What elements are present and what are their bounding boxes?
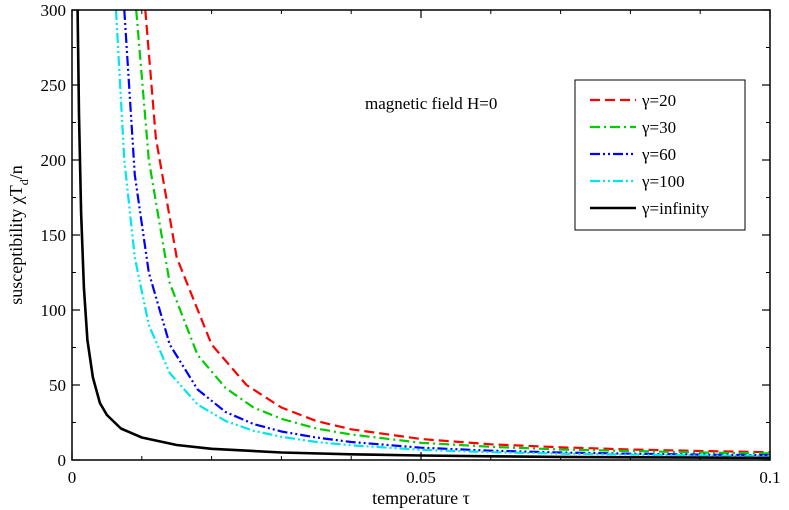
series-line: [76, 10, 770, 460]
x-tick-label: 0.1: [759, 468, 780, 487]
annotation-text: magnetic field H=0: [365, 94, 497, 113]
series-line: [144, 10, 770, 454]
x-tick-label: 0: [68, 468, 77, 487]
y-tick-label: 0: [58, 451, 67, 470]
y-tick-label: 100: [41, 301, 67, 320]
plot-frame: [71, 9, 771, 461]
y-tick-label: 200: [41, 151, 67, 170]
x-axis-label: temperature τ: [372, 488, 470, 508]
legend-label: γ=20: [641, 91, 676, 110]
y-axis-label-main: susceptibility χT: [6, 185, 26, 304]
series-line: [123, 10, 770, 457]
legend-label: γ=30: [641, 118, 676, 137]
series-layer: [76, 10, 770, 460]
y-axis-label-sub: d: [17, 179, 31, 185]
y-tick-label: 50: [49, 376, 66, 395]
y-tick-label: 250: [41, 76, 67, 95]
y-axis-label-tail: /n: [6, 165, 26, 179]
legend-label: γ=100: [641, 172, 685, 191]
series-line: [114, 10, 770, 457]
series-line: [135, 10, 770, 455]
legend: γ=20 γ=30 γ=60 γ=100 γ=infinity: [574, 79, 746, 231]
y-axis-label: susceptibility χTd/n: [6, 165, 31, 305]
y-tick-label: 150: [41, 226, 67, 245]
legend-label: γ=infinity: [641, 199, 710, 218]
y-tick-label: 300: [41, 1, 67, 20]
x-tick-label: 0.05: [406, 468, 436, 487]
legend-label: γ=60: [641, 145, 676, 164]
